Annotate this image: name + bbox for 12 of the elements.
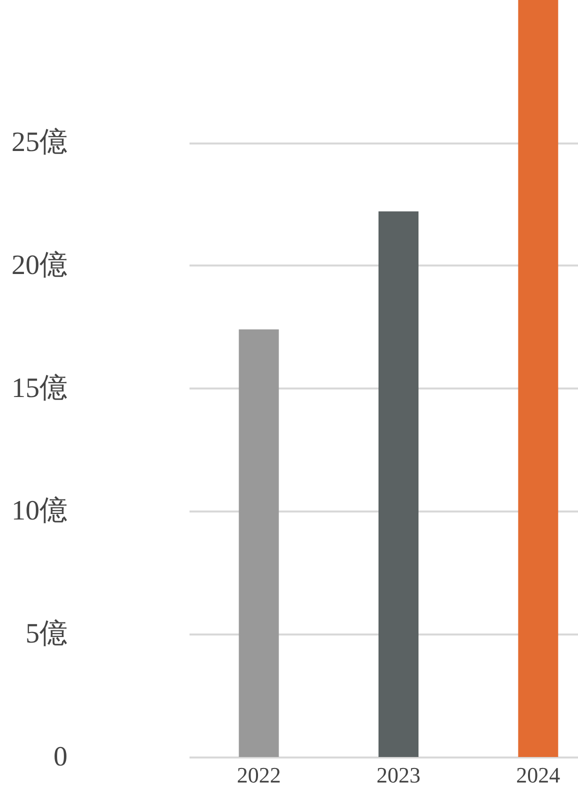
bar	[238, 329, 279, 757]
x-tick-label: 2022	[236, 762, 281, 788]
y-tick-label: 10億	[12, 496, 68, 527]
y-tick-label: 20億	[12, 250, 68, 281]
y-tick-label: 5億	[26, 618, 68, 650]
bar	[378, 211, 418, 757]
x-tick-label: 2024	[516, 762, 560, 788]
bar	[518, 0, 558, 757]
y-tick-label: 25億	[12, 127, 68, 158]
y-tick-label: 15億	[12, 372, 68, 404]
x-tick-label: 2023	[376, 762, 420, 788]
y-tick-label: 0	[54, 742, 68, 772]
